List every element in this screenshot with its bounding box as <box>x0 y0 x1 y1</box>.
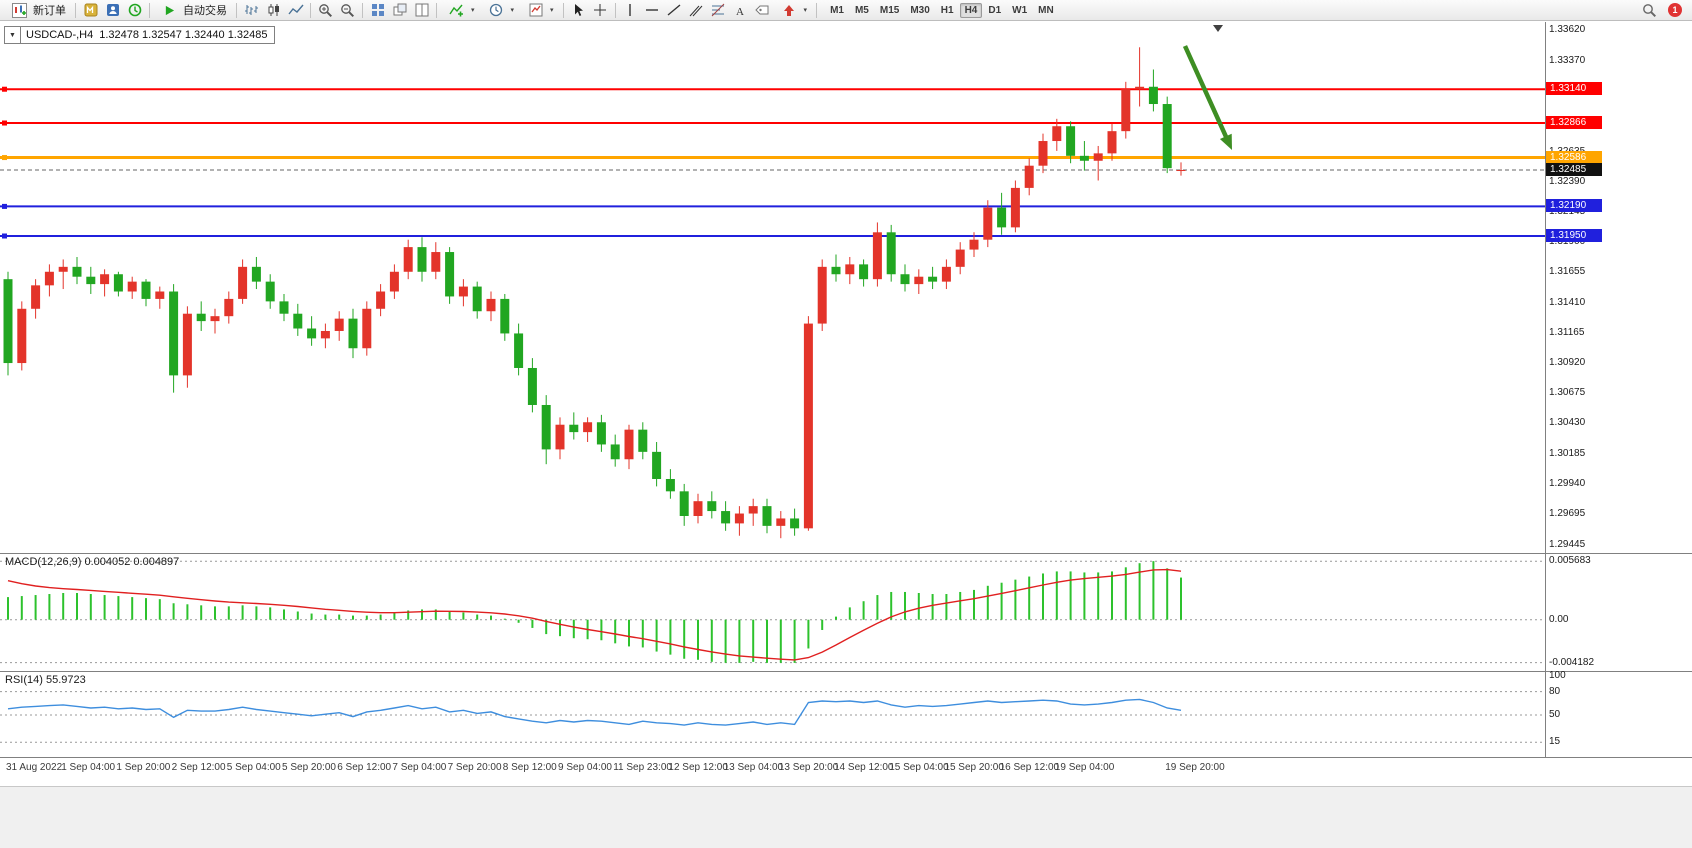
mql5-icon[interactable] <box>80 1 101 20</box>
timeframe-w1[interactable]: W1 <box>1007 3 1032 18</box>
chart-symbol-period: USDCAD-,H4 <box>26 29 94 41</box>
auto-trading-button[interactable]: 自动交易 <box>154 0 232 22</box>
periods-button[interactable]: ▾ <box>481 0 520 22</box>
indicators-button[interactable]: ▾ <box>441 0 480 22</box>
vertical-line-icon[interactable] <box>620 1 641 20</box>
new-order-icon <box>9 1 30 20</box>
toolbar-separator <box>614 2 616 18</box>
chart-window: ▼ USDCAD-,H4 1.32478 1.32547 1.32440 1.3… <box>0 22 1692 848</box>
notification-badge[interactable]: 1 <box>1668 3 1682 17</box>
timeframe-h1[interactable]: H1 <box>936 3 959 18</box>
toolbar: 新订单 自动交易 <box>0 0 1692 21</box>
timeframe-toolbar: M1 M5 M15 M30 H1 H4 D1 W1 MN <box>825 2 1059 18</box>
play-icon <box>159 1 180 20</box>
zoom-out-icon[interactable] <box>337 1 358 20</box>
community-icon[interactable] <box>124 1 145 20</box>
crosshair-icon[interactable] <box>590 1 611 20</box>
chevron-down-icon: ▾ <box>510 7 515 14</box>
chart-ohlc-values: 1.32478 1.32547 1.32440 1.32485 <box>99 29 268 41</box>
macd-indicator-label: MACD(12,26,9) 0.004052 0.004897 <box>5 556 180 568</box>
timeframe-m30[interactable]: M30 <box>905 3 934 18</box>
toolbar-separator <box>149 2 150 18</box>
timeframe-m15[interactable]: M15 <box>875 3 904 18</box>
tile-windows-icon[interactable] <box>367 1 388 20</box>
bar-chart-icon[interactable] <box>241 1 262 20</box>
timeframe-h4[interactable]: H4 <box>959 2 983 18</box>
auto-trading-label: 自动交易 <box>183 5 227 17</box>
toolbar-separator <box>362 2 363 18</box>
toolbar-separator <box>562 2 564 18</box>
candlestick-chart-icon[interactable] <box>263 1 284 20</box>
clock-icon <box>486 1 507 20</box>
timeframe-m1[interactable]: M1 <box>825 3 849 18</box>
timeframe-mn[interactable]: MN <box>1033 3 1059 18</box>
indicators-icon <box>446 1 467 20</box>
chart-shift-marker <box>1213 25 1223 32</box>
profile-icon[interactable] <box>102 1 123 20</box>
timeframe-d1[interactable]: D1 <box>983 3 1006 18</box>
chart-title-box: ▼ USDCAD-,H4 1.32478 1.32547 1.32440 1.3… <box>4 26 276 44</box>
collapse-chart-icon[interactable]: ▼ <box>5 27 21 43</box>
window-background <box>0 786 1692 848</box>
svg-text:A: A <box>736 6 744 17</box>
rsi-indicator-label: RSI(14) 55.9723 <box>5 674 86 686</box>
template-icon <box>525 1 546 20</box>
chevron-down-icon: ▾ <box>471 7 475 14</box>
tile-vertical-icon[interactable] <box>411 1 432 20</box>
new-order-button[interactable]: 新订单 <box>4 0 71 22</box>
line-chart-icon[interactable] <box>285 1 306 20</box>
chevron-down-icon: ▾ <box>803 7 808 14</box>
toolbar-separator <box>436 2 437 18</box>
search-icon[interactable] <box>1639 1 1660 20</box>
arrow-shape-icon <box>779 1 800 20</box>
fibonacci-icon[interactable] <box>708 1 729 20</box>
trendline-icon[interactable] <box>664 1 685 20</box>
arrows-tool-button[interactable]: ▾ <box>774 0 813 22</box>
horizontal-line-icon[interactable] <box>642 1 663 20</box>
chevron-down-icon: ▾ <box>550 7 554 14</box>
new-order-label: 新订单 <box>33 5 66 17</box>
toolbar-separator <box>310 2 311 18</box>
label-icon[interactable] <box>752 1 773 20</box>
templates-button[interactable]: ▾ <box>520 0 559 22</box>
channel-icon[interactable] <box>686 1 707 20</box>
toolbar-separator <box>75 2 76 18</box>
toolbar-right-group: 1 <box>1639 1 1688 20</box>
text-icon[interactable]: A <box>730 1 751 20</box>
zoom-in-icon[interactable] <box>315 1 336 20</box>
toolbar-separator <box>816 2 818 18</box>
cascade-windows-icon[interactable] <box>389 1 410 20</box>
chart-canvas[interactable] <box>0 22 1692 786</box>
toolbar-separator <box>236 2 237 18</box>
timeframe-m5[interactable]: M5 <box>850 3 874 18</box>
cursor-icon[interactable] <box>568 1 589 20</box>
